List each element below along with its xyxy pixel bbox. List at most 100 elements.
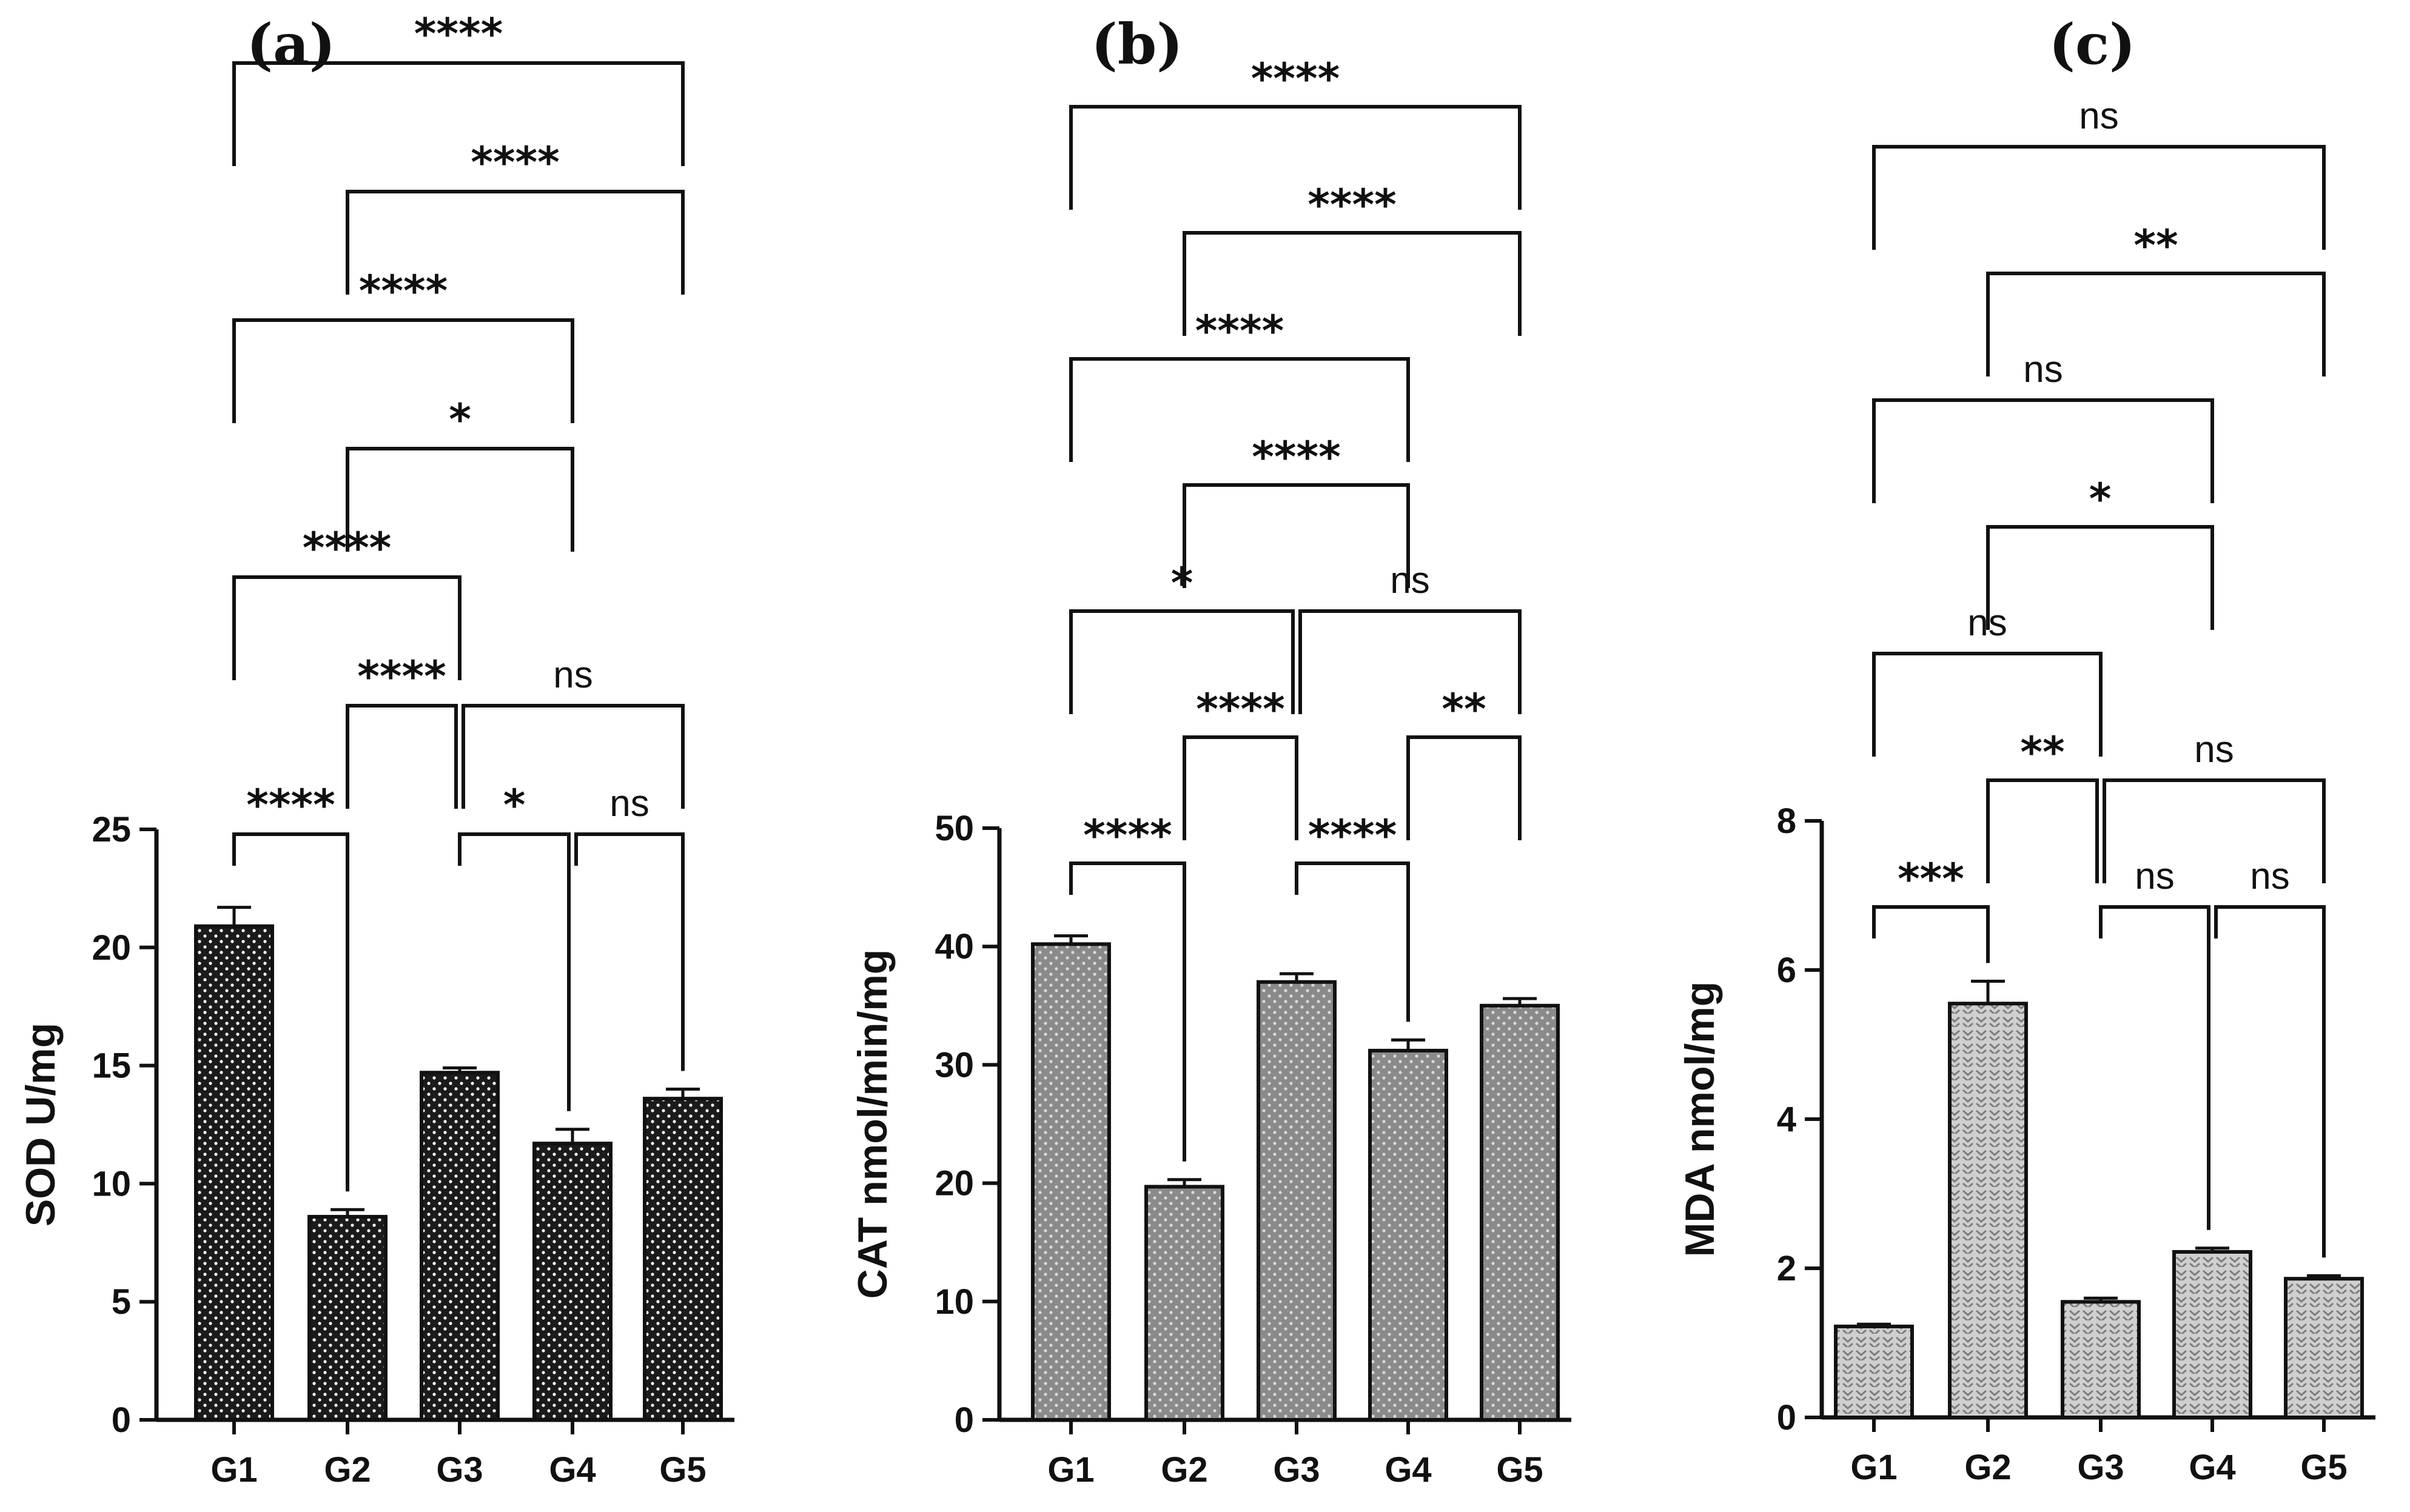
significance-bracket (1069, 105, 1522, 210)
significance-label: ns (2135, 855, 2174, 897)
significance-label: **** (414, 9, 503, 59)
y-tick-label: 25 (92, 810, 131, 849)
significance-bracket (1406, 735, 1522, 840)
significance-bracket (1295, 861, 1410, 1022)
x-tick-label: G3 (1273, 1450, 1320, 1490)
significance-label: * (1171, 558, 1193, 608)
significance-bracket (1183, 483, 1410, 588)
significance-label: * (503, 780, 526, 830)
significance-label: ** (1442, 684, 1486, 734)
significance-label: ns (609, 783, 649, 825)
significance-label: ns (2079, 95, 2118, 137)
significance-label: *** (1898, 854, 1964, 904)
panel-b: (b) 0 10 20 30 40 50 CAT nmol/min/mg G1 G2 G3 G4 G5 *… (850, 12, 1571, 1490)
y-tick-label: 0 (1777, 1398, 1796, 1437)
x-tick-label: G2 (1964, 1448, 2011, 1487)
significance-bracket (1986, 525, 2214, 630)
panel-label: (b) (1091, 12, 1183, 77)
bar-g4 (1368, 1048, 1448, 1422)
y-axis-label: MDA nmol/mg (1677, 982, 1723, 1257)
significance-label: ns (553, 654, 592, 696)
significance-bracket (1872, 652, 2103, 757)
y-tick-label: 15 (92, 1046, 131, 1086)
bar-g5 (643, 1097, 723, 1422)
significance-bracket (232, 318, 574, 423)
bar-g1 (1834, 1324, 1914, 1419)
significance-bracket (232, 61, 685, 166)
significance-label: **** (246, 780, 335, 830)
y-tick-label: 8 (1777, 801, 1796, 841)
x-tick-label: G1 (210, 1450, 257, 1490)
significance-bracket (1986, 272, 2326, 376)
significance-label: ** (2133, 221, 2178, 270)
x-tick-label: G5 (2300, 1448, 2347, 1487)
bar-g3 (420, 1071, 500, 1422)
y-tick-label: 5 (112, 1282, 131, 1322)
significance-label: **** (357, 652, 446, 701)
y-tick-label: 30 (935, 1045, 974, 1085)
significance-label: **** (1307, 180, 1396, 230)
x-tick-label: G4 (1385, 1450, 1431, 1490)
x-tick-label: G1 (1047, 1450, 1094, 1490)
y-tick-label: 2 (1777, 1249, 1796, 1288)
significance-label: **** (1308, 811, 1397, 860)
y-axis-label: CAT nmol/min/mg (850, 949, 896, 1299)
significance-bracket (2099, 905, 2210, 1230)
significance-label: **** (359, 266, 448, 316)
significance-bracket (1986, 778, 2099, 883)
significance-label: ** (2020, 728, 2064, 777)
bar-g3 (1257, 980, 1337, 1422)
panel-label: (a) (247, 12, 336, 77)
x-tick-label: G1 (1850, 1448, 1897, 1487)
significance-bracket (232, 832, 349, 1192)
panel-label: (c) (2049, 12, 2135, 77)
x-tick-label: G5 (1496, 1450, 1543, 1490)
significance-label: **** (1251, 54, 1340, 104)
significance-bracket (346, 704, 458, 809)
bar-g2 (1948, 1002, 2028, 1419)
bar-g4 (532, 1142, 613, 1422)
significance-bracket (574, 832, 685, 1071)
x-tick-label: G3 (436, 1450, 483, 1490)
bar-g5 (1480, 1003, 1560, 1422)
significance-bracket (346, 190, 685, 295)
significance-bracket (2214, 905, 2326, 1258)
y-tick-label: 40 (935, 927, 974, 966)
x-tick-label: G2 (1161, 1450, 1207, 1490)
significance-label: ns (2023, 349, 2063, 390)
y-tick-label: 0 (955, 1400, 974, 1440)
bar-g1 (1031, 942, 1111, 1422)
significance-bracket (1872, 145, 2326, 250)
significance-bracket (346, 447, 574, 552)
significance-label: * (2089, 474, 2112, 524)
y-tick-label: 50 (935, 809, 974, 848)
bar-g3 (2061, 1300, 2141, 1420)
significance-label: * (449, 395, 471, 444)
significance-label: **** (1083, 811, 1172, 860)
x-tick-label: G5 (659, 1450, 706, 1490)
significance-bracket (1872, 905, 1990, 963)
significance-bracket (1069, 609, 1295, 714)
significance-bracket (1069, 357, 1410, 462)
significance-bracket (458, 832, 571, 1111)
bar-g1 (194, 924, 274, 1422)
significance-bracket (1872, 398, 2214, 503)
y-tick-label: 20 (92, 928, 131, 968)
y-tick-label: 10 (92, 1164, 131, 1203)
significance-label: **** (1196, 684, 1284, 734)
bar-g2 (1144, 1185, 1224, 1422)
significance-bracket (1298, 609, 1522, 714)
bar-g2 (307, 1214, 388, 1422)
y-tick-label: 10 (935, 1282, 974, 1322)
x-tick-label: G2 (324, 1450, 371, 1490)
x-tick-label: G4 (2189, 1448, 2235, 1487)
significance-label: ns (2194, 729, 2234, 771)
significance-bracket (1069, 861, 1186, 1162)
bar-g4 (2172, 1249, 2252, 1419)
bar-g5 (2284, 1277, 2364, 1419)
significance-bracket (1183, 231, 1522, 336)
y-tick-label: 0 (112, 1400, 131, 1440)
